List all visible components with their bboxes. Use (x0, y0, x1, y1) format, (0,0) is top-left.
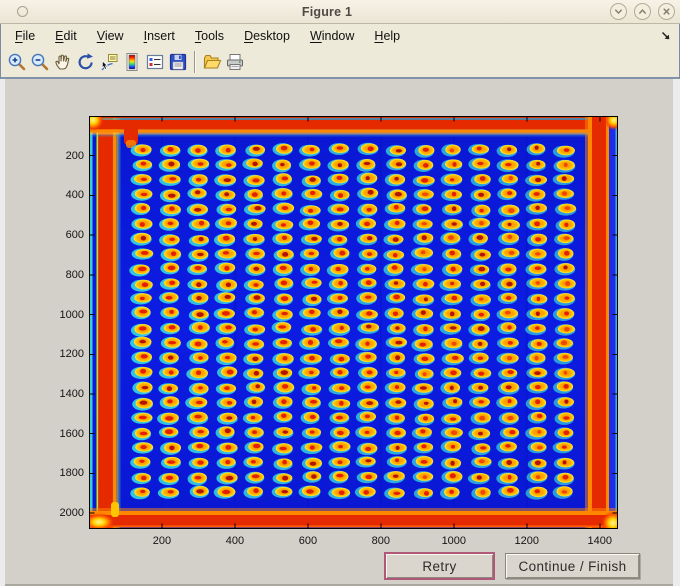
open-file-button[interactable] (201, 50, 223, 74)
menu-item-window[interactable]: Window (309, 28, 355, 43)
open-file-icon (202, 52, 222, 72)
y-tick-label: 1000 (59, 308, 84, 321)
x-tick-label: 600 (298, 535, 318, 547)
toolbar (0, 47, 680, 79)
x-tick-label: 1400 (587, 535, 612, 547)
x-tick-label: 200 (152, 535, 172, 547)
x-tick-label: 400 (225, 535, 245, 547)
menu-item-help[interactable]: Help (374, 28, 401, 43)
menu-items: File Edit View Insert Tools Desktop Window Help (1, 26, 410, 46)
menu-item-tools[interactable]: Tools (194, 28, 225, 43)
x-tick-label: 1000 (441, 535, 467, 547)
microarray-image (82, 109, 625, 535)
insert-legend-button[interactable] (144, 50, 166, 74)
pan-icon (53, 52, 73, 72)
window-bottom-edge (5, 584, 673, 586)
menu-item-insert[interactable]: Insert (143, 28, 175, 43)
plot-area[interactable] (82, 109, 625, 535)
menu-item-desktop[interactable]: Desktop (244, 28, 290, 43)
x-tick-label: 1200 (514, 535, 540, 547)
left-gutter (0, 79, 5, 586)
y-tick-label: 600 (65, 229, 84, 242)
y-tick-label: 2000 (59, 507, 84, 520)
data-cursor-button[interactable] (98, 50, 120, 74)
menu-item-edit[interactable]: Edit (55, 28, 77, 43)
print-figure-icon (225, 52, 245, 72)
close-button[interactable] (658, 3, 675, 20)
unshade-button[interactable] (634, 3, 651, 20)
zoom-in-button[interactable] (6, 50, 28, 74)
save-figure-button[interactable] (167, 50, 189, 74)
insert-legend-icon (145, 52, 165, 72)
title-bar-left (0, 6, 44, 17)
zoom-out-button[interactable] (29, 50, 51, 74)
figure-canvas: Retry Continue / Finish 200 400 600 800 1000… (0, 79, 680, 586)
rotate-3d-icon (76, 52, 96, 72)
chevron-down-icon (612, 5, 625, 18)
y-tick-label: 200 (65, 149, 84, 162)
zoom-in-icon (7, 52, 27, 72)
title-bar: Figure 1 (0, 0, 680, 24)
continue-finish-button[interactable]: Continue / Finish (505, 553, 640, 579)
y-tick-label: 1600 (59, 427, 84, 440)
y-tick-label: 400 (65, 189, 84, 202)
window-controls (610, 3, 680, 20)
menu-item-view[interactable]: View (96, 28, 124, 43)
pan-button[interactable] (52, 50, 74, 74)
zoom-out-icon (30, 52, 50, 72)
rotate-3d-button[interactable] (75, 50, 97, 74)
y-tick-label: 1400 (59, 387, 84, 400)
y-tick-label: 1200 (59, 348, 84, 361)
insert-colorbar-icon (122, 52, 142, 72)
data-cursor-icon (99, 52, 119, 72)
right-gutter (673, 79, 680, 586)
save-figure-icon (168, 52, 188, 72)
window-menu-icon[interactable] (16, 6, 28, 17)
x-tick-label: 800 (371, 535, 391, 547)
y-tick-label: 800 (65, 268, 84, 281)
menu-item-file[interactable]: File (15, 28, 36, 43)
dock-figure-icon[interactable] (660, 30, 679, 42)
menu-bar: File Edit View Insert Tools Desktop Window Help (0, 24, 680, 47)
retry-button[interactable]: Retry (384, 552, 495, 580)
chevron-up-icon (636, 5, 649, 18)
window-title: Figure 1 (301, 4, 353, 19)
toolbar-separator (194, 51, 196, 73)
close-icon (660, 5, 673, 18)
insert-colorbar-button[interactable] (121, 50, 143, 74)
y-tick-label: 1800 (59, 467, 84, 480)
shade-button[interactable] (610, 3, 627, 20)
print-figure-button[interactable] (224, 50, 246, 74)
